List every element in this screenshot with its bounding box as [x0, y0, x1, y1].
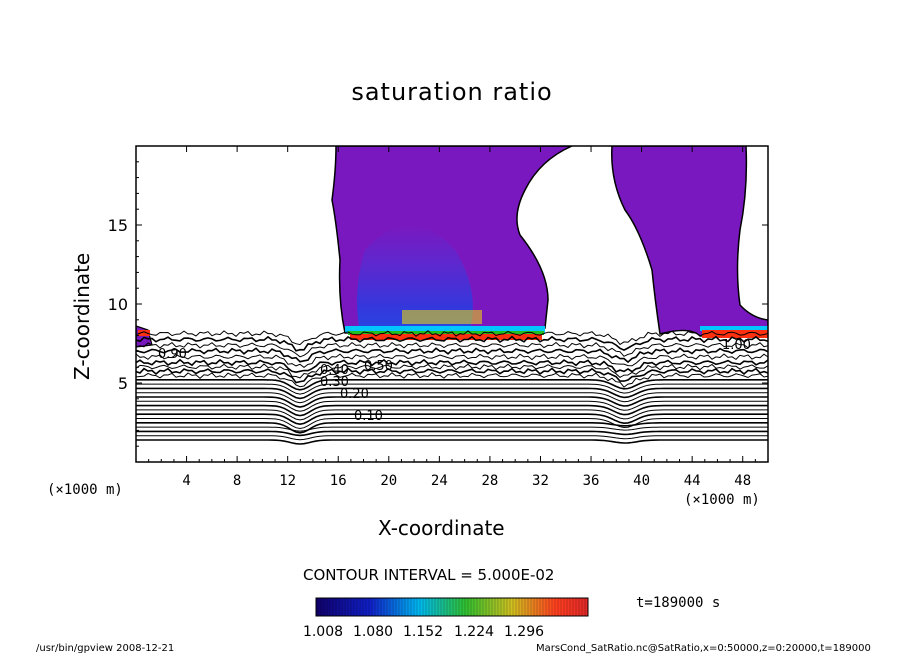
contour-line [136, 353, 768, 369]
saturation-region-right [611, 146, 768, 337]
x-tick-label: 20 [380, 473, 397, 489]
contour-line [136, 330, 768, 346]
contour-line [136, 383, 768, 395]
y-tick-label: 5 [118, 374, 128, 393]
x-axis: 4 8 12 16 20 24 28 32 36 40 44 48 [148, 146, 756, 489]
contour-line [136, 435, 768, 441]
contour-line [136, 418, 768, 430]
colorbar-stripes [317, 598, 586, 616]
band-cyan-right [700, 326, 768, 331]
contour-interval: CONTOUR INTERVAL = 5.000E-02 [303, 566, 555, 584]
colorbar-tick-label: 1.152 [403, 624, 443, 640]
contour-label-090: 0.90 [158, 347, 187, 362]
chart-title: saturation ratio [351, 78, 553, 106]
contour-label-050: 0.50 [364, 359, 393, 374]
band-yellow [402, 310, 482, 324]
contour-line [136, 400, 768, 412]
contour-line [136, 347, 768, 364]
band-red-left [138, 330, 150, 336]
y-axis-label: Z-coordinate [70, 252, 94, 380]
band-red [350, 334, 542, 340]
contour-line [136, 363, 768, 379]
x-tick-label: 16 [330, 473, 347, 489]
x-unit-left: (×1000 m) [47, 482, 123, 498]
x-tick-label: 12 [279, 473, 296, 489]
contour-line [136, 379, 768, 391]
x-tick-label: 24 [431, 473, 448, 489]
x-tick-label: 4 [182, 473, 190, 489]
contour-line [136, 367, 768, 384]
contour-line [136, 396, 768, 408]
contour-line [136, 413, 768, 426]
x-tick-label: 36 [583, 473, 600, 489]
colorbar-tick-label: 1.224 [454, 624, 494, 640]
colorbar-ticks: 1.008 1.080 1.152 1.224 1.296 [303, 624, 544, 640]
plot-contents [136, 146, 768, 445]
footer-left: /usr/bin/gpview 2008-12-21 [36, 643, 175, 654]
contour-label-020: 0.20 [340, 387, 369, 402]
x-tick-label: 28 [481, 473, 498, 489]
contour-line [136, 404, 768, 417]
contour-line [136, 439, 768, 445]
contour-label-030: 0.30 [320, 375, 349, 390]
x-tick-label: 8 [233, 473, 241, 489]
y-tick-label: 15 [108, 216, 128, 235]
saturation-region-core [356, 225, 473, 332]
contour-label-100: 1.00 [722, 338, 751, 353]
contour-line [136, 426, 768, 432]
x-tick-label: 48 [734, 473, 751, 489]
contour-line [136, 430, 768, 437]
footer-right: MarsCond_SatRatio.nc@SatRatio,x=0:50000,… [536, 643, 871, 654]
time-label: t=189000 s [636, 595, 721, 611]
band-cyan [345, 326, 545, 333]
contour-line [136, 422, 768, 434]
contour-label-040: 0.40 [320, 363, 349, 378]
x-tick-label: 40 [633, 473, 650, 489]
colorbar-tick-label: 1.296 [504, 624, 544, 640]
contour-line [136, 341, 768, 358]
x-unit-right: (×1000 m) [684, 492, 760, 508]
contour-label-group: 0.10 0.20 0.30 0.40 0.50 0.90 1.00 [158, 338, 751, 424]
colorbar-tick-label: 1.080 [353, 624, 393, 640]
contour-line [136, 409, 768, 421]
colorbar-tick-label: 1.008 [303, 624, 343, 640]
contour-line [136, 335, 768, 352]
x-axis-label: X-coordinate [378, 516, 505, 540]
contour-line [136, 372, 768, 388]
contour-label-010: 0.10 [354, 409, 383, 424]
y-tick-label: 10 [108, 295, 128, 314]
band-red-right [702, 330, 768, 338]
contour-line [136, 358, 768, 374]
contour-line [136, 387, 768, 400]
y-axis: 5 10 15 [108, 161, 768, 447]
x-tick-label: 44 [684, 473, 701, 489]
contour-lines [136, 330, 768, 445]
contour-line [136, 392, 768, 404]
x-tick-label: 32 [532, 473, 549, 489]
